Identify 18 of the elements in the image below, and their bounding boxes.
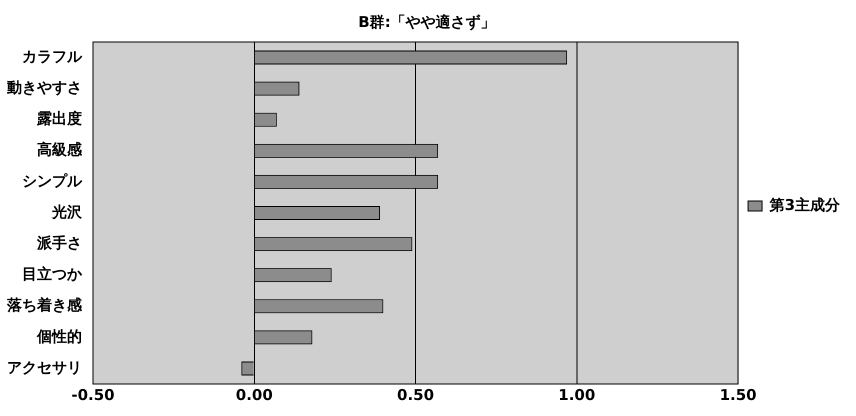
y-tick-label: 目立つか <box>22 265 83 284</box>
y-tick-label: アクセサリ <box>7 358 82 376</box>
x-tick-label: 0.00 <box>236 386 273 404</box>
legend-label: 第3主成分 <box>768 196 841 214</box>
x-tick-label: 1.50 <box>720 386 757 404</box>
y-tick-label: 落ち着き感 <box>6 296 83 314</box>
chart-title: B群:「やや適さず」 <box>358 12 496 31</box>
x-tick-label: 1.00 <box>558 386 596 404</box>
y-tick-label: 露出度 <box>36 110 82 128</box>
y-tick-label: 個性的 <box>36 327 82 346</box>
y-tick-label: カラフル <box>22 47 83 66</box>
x-tick-label: -0.50 <box>71 386 115 404</box>
y-tick-label: 派手さ <box>36 234 82 252</box>
y-tick-label: 動きやすさ <box>6 78 82 97</box>
y-tick-label: 高級感 <box>37 140 83 159</box>
x-tick-label: 0.50 <box>397 386 434 404</box>
y-tick-label: 光沢 <box>51 202 83 221</box>
y-tick-label: シンプル <box>22 172 83 190</box>
